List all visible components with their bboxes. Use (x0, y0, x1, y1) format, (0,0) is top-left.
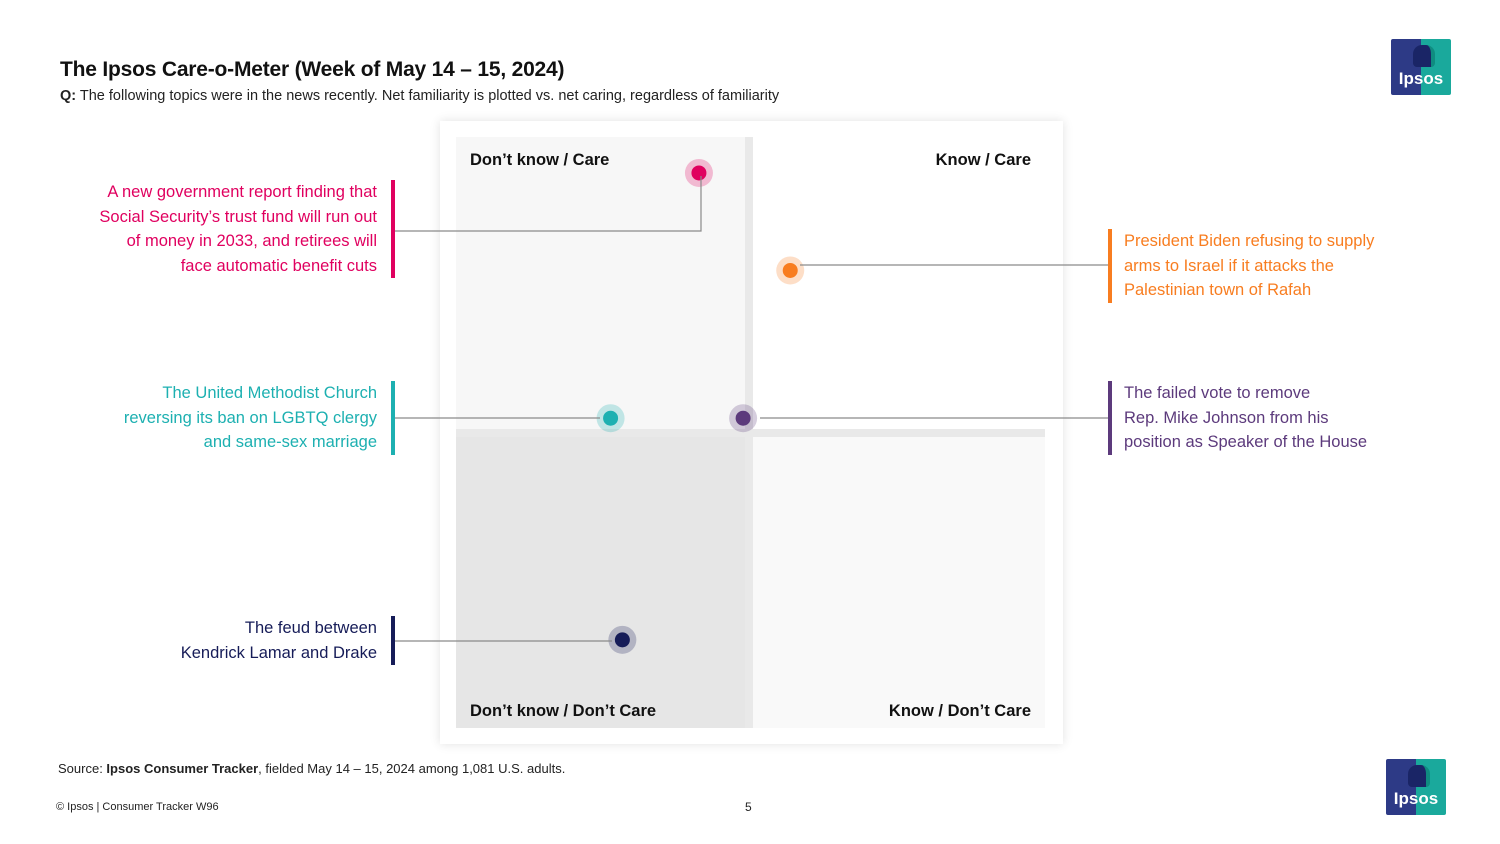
quadrant-label: Know / Don’t Care (889, 702, 1031, 720)
callout-line: of money in 2033, and retirees will (126, 232, 377, 250)
chart-svg: Don’t know / Care Know / Care Don’t know /… (456, 137, 1045, 728)
data-point (735, 410, 751, 426)
data-point (691, 165, 707, 181)
horizontal-divider (456, 429, 1045, 437)
source-note: Source: Ipsos Consumer Tracker, fielded … (58, 761, 565, 776)
callout-line: Palestinian town of Rafah (1124, 281, 1312, 299)
quadrant-label: Know / Care (936, 151, 1031, 169)
callout-line: arms to Israel if it attacks the (1124, 256, 1334, 275)
callout-line: and same-sex marriage (203, 433, 377, 451)
care-o-meter-chart: Don’t know / Care Know / Care Don’t know /… (440, 121, 1063, 744)
callout-line: reversing its ban on LGBTQ clergy (123, 408, 377, 427)
data-point (614, 632, 630, 648)
question-prefix: Q: (60, 88, 77, 104)
page-number: 5 (745, 800, 752, 814)
callout-line: Rep. Mike Johnson from his (1124, 408, 1329, 427)
quadrant-bottom-right (753, 437, 1045, 728)
callout-biden: President Biden refusing to supply arms … (1108, 229, 1374, 303)
callout-methodist: The United Methodist Church reversing it… (124, 381, 395, 455)
callout-line: face automatic benefit cuts (180, 256, 377, 275)
page-title: The Ipsos Care-o-Meter (Week of May 14 –… (60, 58, 565, 81)
quadrant-label: Don’t know / Don’t Care (470, 702, 656, 720)
callout-feud: The feud between Kendrick Lamar and Drak… (181, 616, 395, 665)
ipsos-logo-top: Ipsos (1391, 39, 1451, 95)
copyright: © Ipsos | Consumer Tracker W96 (56, 801, 219, 813)
callout-line: Social Security’s trust fund will run ou… (99, 207, 377, 226)
source-prefix: Source: (58, 761, 107, 776)
ipsos-head-icon (1413, 45, 1435, 67)
quadrant-label: Don’t know / Care (470, 151, 609, 169)
quadrant-top-right (753, 137, 1045, 429)
callout-line: The failed vote to remove (1124, 384, 1311, 402)
ipsos-head-icon (1408, 765, 1430, 787)
callout-line: position as Speaker of the House (1124, 433, 1368, 451)
ipsos-logo-text: Ipsos (1398, 69, 1444, 88)
callout-line: A new government report finding that (107, 183, 377, 201)
callout-johnson: The failed vote to remove Rep. Mike John… (1108, 381, 1367, 455)
data-point (782, 262, 798, 278)
quadrant-bottom-left (456, 437, 745, 728)
ipsos-logo-text: Ipsos (1393, 789, 1439, 808)
callout-social-security: A new government report finding that Soc… (99, 180, 395, 278)
callout-line: Kendrick Lamar and Drake (180, 643, 377, 662)
question-subtitle: Q: The following topics were in the news… (60, 88, 779, 104)
callout-line: The United Methodist Church (162, 384, 377, 402)
source-rest: , fielded May 14 – 15, 2024 among 1,081 … (258, 761, 566, 776)
callout-line: The feud between (244, 619, 377, 637)
data-point (603, 410, 619, 426)
ipsos-logo-bottom: Ipsos (1386, 759, 1446, 815)
callout-line: President Biden refusing to supply (1124, 232, 1375, 250)
source-name: Ipsos Consumer Tracker (106, 761, 259, 776)
question-text: The following topics were in the news re… (79, 88, 780, 104)
